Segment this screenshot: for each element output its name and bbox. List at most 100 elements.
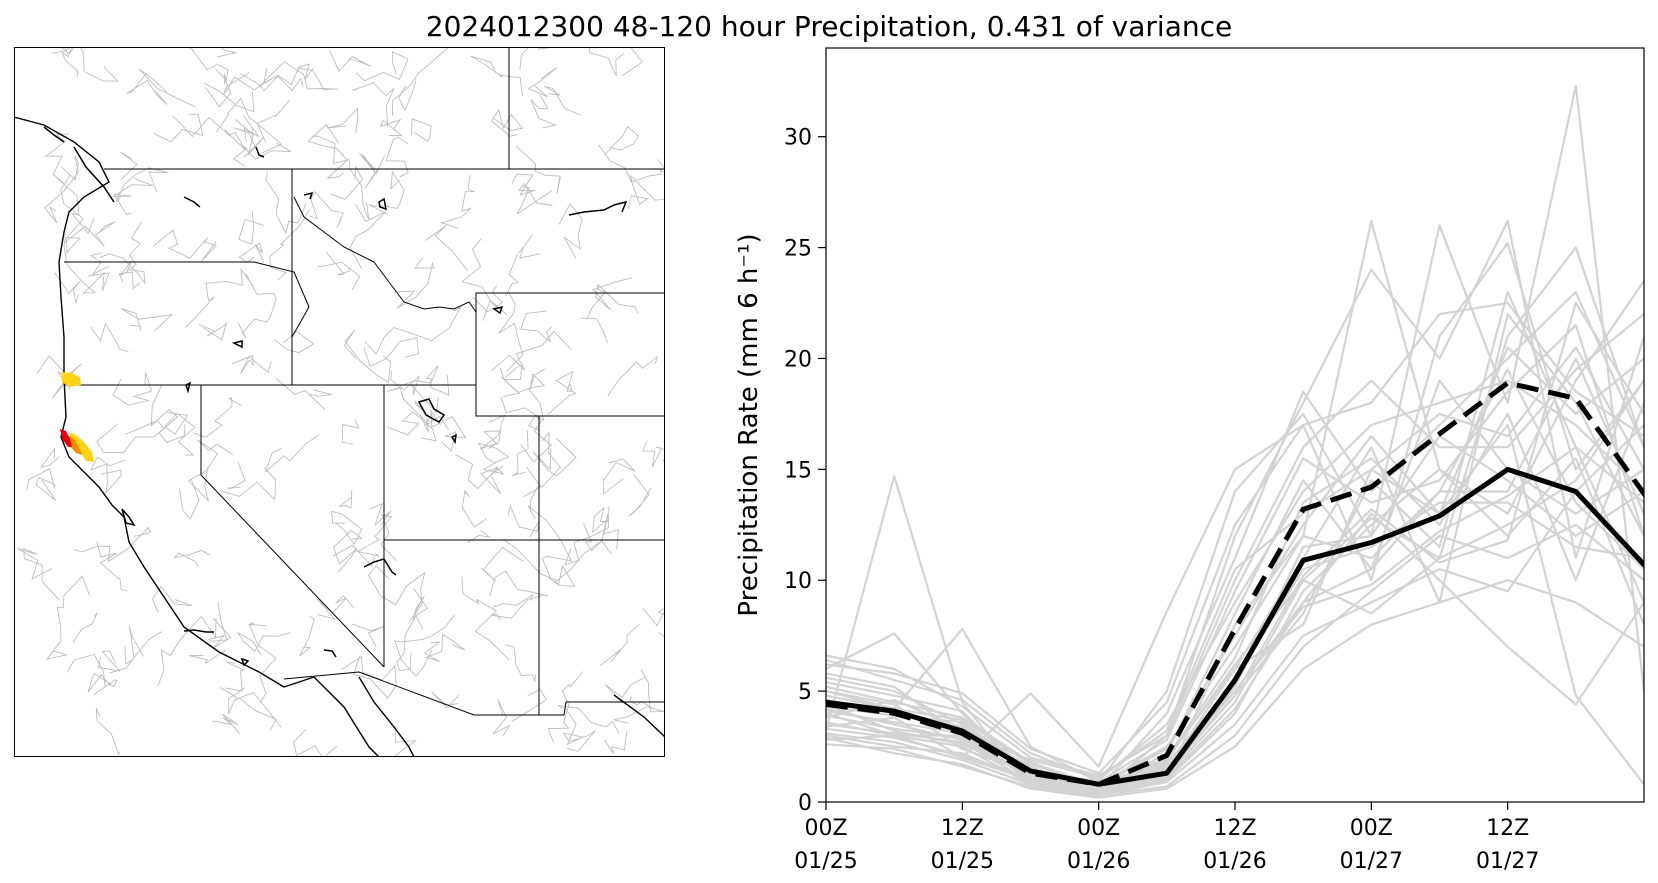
basin-boundary [54,272,81,304]
basin-boundary [119,221,142,277]
basin-boundary [243,128,265,159]
basin-boundary [243,115,260,142]
basin-boundary [316,595,355,620]
basin-boundary [219,687,246,715]
series-line-member [826,457,1644,795]
basin-boundary [470,55,523,96]
basin-boundary [526,467,542,513]
basin-boundary [173,549,211,567]
basin-boundary [412,595,425,630]
basin-boundary [153,113,204,143]
basin-boundary [208,601,232,649]
basin-boundary [223,71,273,96]
basin-boundary [613,669,665,724]
basin-boundary [256,99,290,144]
basin-boundary [385,136,409,178]
basin-boundary [518,233,541,259]
basin-boundary [423,633,466,662]
basin-boundary [63,233,110,294]
basin-boundary [234,119,259,153]
series-layer [826,84,1644,799]
basin-boundary [44,155,79,224]
basin-boundary [118,271,141,290]
series-line-member [826,523,1644,797]
basin-boundary [363,337,419,367]
basin-boundary [410,118,432,143]
basin-boundary [307,123,348,179]
basin-boundary [477,442,510,475]
y-tick-label: 5 [798,680,812,705]
basin-boundary [269,208,311,281]
basin-boundary [394,257,435,309]
basin-boundary [430,408,467,452]
series-line-member [826,242,1644,768]
basin-boundary [461,238,508,321]
basin-boundary [461,490,488,528]
basin-boundary [73,526,152,563]
y-tick-label: 20 [784,347,812,372]
basin-boundary [511,430,529,477]
basin-boundary [355,50,409,82]
basin-boundary [558,202,583,259]
basin-boundary [519,47,550,70]
basin-boundary [392,47,450,116]
basin-boundary [199,322,227,341]
watershed-basins [17,47,665,757]
gulf-coast [358,676,415,757]
basin-boundary [492,593,534,608]
basin-boundary [212,713,241,734]
basin-boundary [359,153,386,189]
basin-boundary [179,479,200,520]
series-line-member [826,290,1644,790]
basin-boundary [356,513,397,562]
basin-boundary [489,570,549,597]
series-line-member [826,357,1644,786]
basin-boundary [523,431,561,497]
basin-boundary [60,174,85,254]
y-tick-label: 15 [784,458,812,483]
series-line-member [826,346,1644,779]
basin-boundary [187,47,229,85]
basin-boundary [527,505,573,578]
x-tick-label: 01/27 [1340,849,1403,874]
basin-boundary [120,308,174,332]
basin-boundary [414,399,435,433]
basin-boundary [352,82,395,127]
series-line-member [826,84,1644,784]
basin-boundary [455,454,504,495]
basin-boundary [467,529,492,543]
basin-boundary [527,67,558,98]
basin-boundary [52,47,79,77]
series-line-member [826,246,1644,795]
basin-boundary [275,377,332,410]
basin-boundary [99,253,146,285]
basin-boundary [60,47,119,82]
basin-boundary [237,273,277,339]
basin-boundary [516,186,553,215]
basin-boundary [472,285,504,313]
basin-boundary [341,419,360,446]
basin-boundary [164,412,196,456]
map-panel [14,47,665,757]
basin-boundary [396,588,429,671]
basin-boundary [604,677,645,704]
x-tick-label: 00Z [804,816,847,841]
basin-boundary [205,68,232,108]
basin-boundary [299,615,315,657]
basin-boundary [604,125,640,156]
y-axis: 0 5 10 15 20 25 30 [784,126,826,816]
basin-boundary [628,473,652,517]
basin-boundary [479,430,501,450]
series-line-member [826,512,1644,788]
basin-boundary [502,538,576,587]
basin-boundary [219,467,276,501]
x-axis: 00Z 01/25 12Z 01/25 00Z 01/26 12Z 01/26 00Z 01/27… [794,802,1539,874]
series-line-member [826,423,1644,793]
series-line-member [826,290,1644,790]
basin-boundary [152,229,218,262]
basin-boundary [379,118,403,136]
basin-boundary [237,632,291,656]
basin-boundary [642,607,665,639]
basin-boundary [500,368,546,397]
basin-boundary [622,47,643,76]
